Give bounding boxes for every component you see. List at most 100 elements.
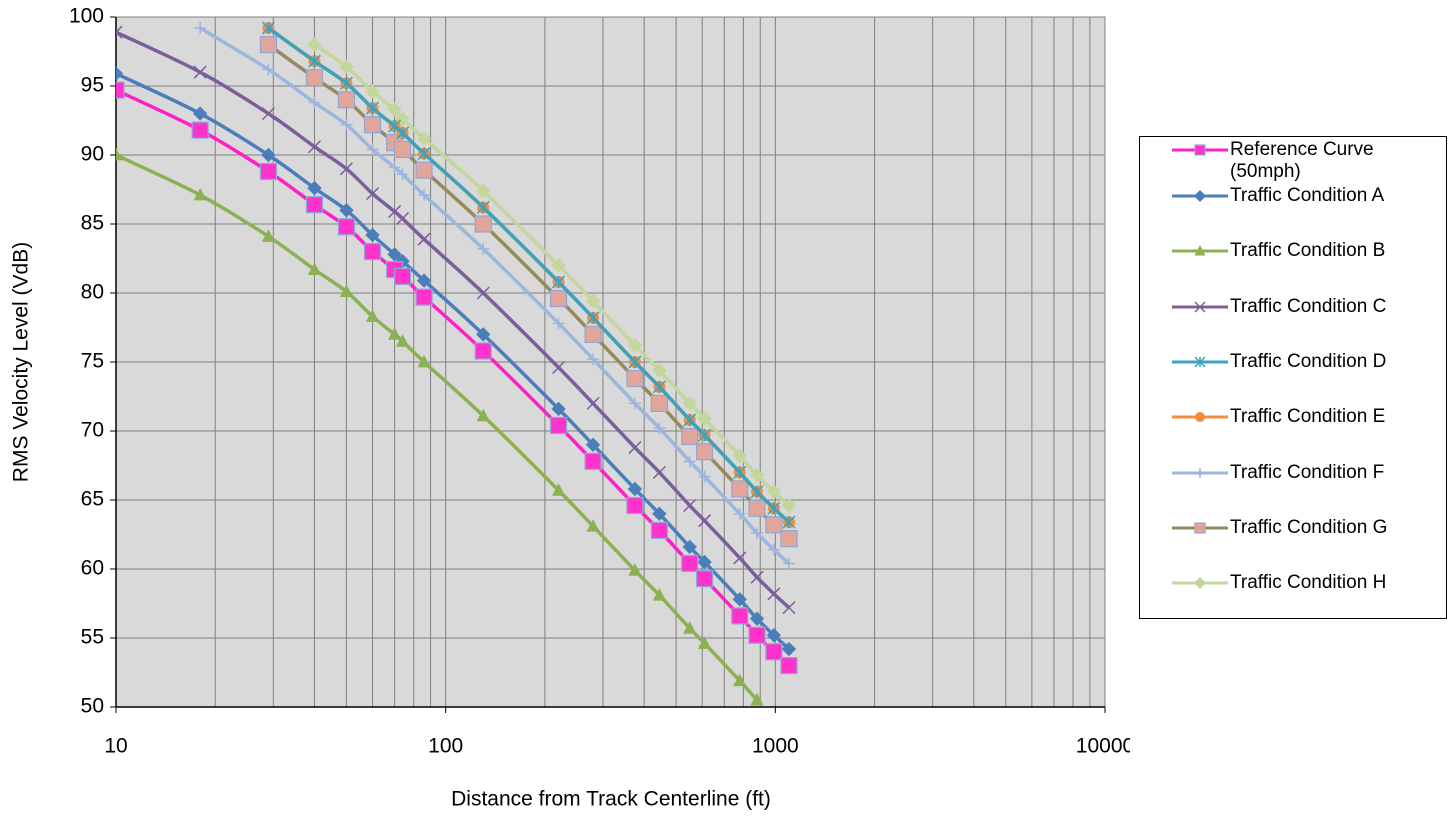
marker: [585, 437, 601, 452]
marker: [552, 360, 566, 375]
y-tick-label: 65: [81, 488, 104, 511]
marker: [782, 557, 795, 570]
marker: [396, 126, 410, 140]
marker: [417, 147, 431, 161]
marker: [551, 483, 566, 496]
series: [194, 22, 795, 570]
marker: [748, 499, 766, 517]
marker: [549, 289, 568, 308]
marker: [116, 147, 123, 161]
marker: [767, 543, 780, 556]
marker: [418, 189, 431, 202]
marker: [782, 601, 796, 615]
x-tick-label: 10000: [1076, 735, 1130, 758]
marker: [474, 215, 492, 233]
legend-item: Reference Curve (50mph): [1170, 139, 1430, 183]
marker: [697, 554, 712, 570]
marker: [365, 84, 380, 99]
marker: [1195, 412, 1205, 423]
marker: [116, 66, 124, 81]
marker: [765, 643, 783, 661]
marker: [697, 636, 712, 649]
marker: [767, 501, 781, 515]
marker: [305, 69, 324, 87]
legend-item: Traffic Condition H: [1170, 572, 1430, 594]
marker: [193, 187, 207, 201]
marker: [695, 443, 714, 461]
y-tick-label: 60: [81, 557, 104, 580]
marker: [628, 563, 642, 576]
marker: [307, 180, 322, 196]
marker: [586, 311, 600, 325]
marker: [366, 101, 380, 115]
legend-item: Traffic Condition G: [1170, 517, 1430, 539]
marker: [780, 656, 798, 675]
legend-label: Traffic Condition C: [1230, 295, 1387, 317]
marker: [474, 342, 492, 360]
marker: [650, 521, 669, 539]
marker: [749, 467, 765, 483]
legend-icon: [1172, 301, 1228, 313]
marker: [366, 143, 379, 156]
marker: [695, 570, 714, 588]
marker: [396, 168, 409, 181]
series: [116, 66, 797, 657]
marker: [683, 621, 697, 634]
legend-label: Traffic Condition G: [1230, 516, 1388, 538]
legend-item: Traffic Condition B: [1170, 240, 1430, 262]
legend-item: Traffic Condition F: [1170, 462, 1430, 484]
marker: [627, 338, 643, 353]
marker: [551, 401, 566, 417]
marker: [731, 480, 749, 498]
legend-label: Traffic Condition A: [1230, 185, 1385, 206]
marker: [1194, 522, 1206, 534]
marker: [732, 592, 747, 607]
marker: [586, 519, 600, 532]
y-tick-label: 70: [81, 419, 104, 442]
marker: [733, 507, 746, 520]
marker: [191, 121, 209, 139]
marker: [586, 396, 600, 410]
legend-item: Traffic Condition E: [1170, 406, 1430, 428]
marker: [339, 284, 354, 298]
marker: [626, 369, 644, 388]
marker: [767, 587, 781, 601]
series: [259, 35, 798, 548]
marker: [307, 37, 322, 52]
legend: Reference Curve (50mph) Traffic Condition…: [1139, 136, 1447, 619]
legend-label: Traffic Condition D: [1230, 350, 1387, 372]
legend-label: Traffic Condition B: [1230, 240, 1386, 262]
marker: [750, 485, 764, 499]
legend-icon: [1172, 412, 1228, 423]
marker: [305, 196, 324, 214]
marker: [587, 353, 600, 366]
marker: [1194, 190, 1206, 202]
marker: [339, 59, 354, 74]
marker: [549, 416, 568, 435]
marker: [417, 354, 431, 368]
marker: [750, 570, 764, 584]
y-tick-label: 90: [81, 143, 104, 166]
marker: [337, 218, 356, 236]
marker: [584, 325, 602, 343]
legend-icon: [1172, 467, 1228, 478]
marker: [1194, 144, 1206, 156]
marker: [365, 227, 380, 243]
marker: [193, 65, 207, 79]
y-tick-label: 75: [81, 350, 104, 373]
marker: [733, 551, 747, 565]
marker: [308, 96, 321, 109]
marker: [262, 63, 275, 76]
marker: [477, 242, 490, 255]
series: [116, 147, 764, 706]
marker: [1195, 467, 1205, 478]
marker: [307, 54, 322, 68]
marker: [748, 626, 766, 644]
marker: [192, 106, 208, 121]
chart: Distance from Track Centerline (ft) RMS …: [10, 5, 1130, 811]
legend-icon: [1172, 522, 1228, 534]
marker: [261, 147, 276, 163]
marker: [387, 247, 402, 262]
y-tick-label: 55: [81, 626, 104, 649]
